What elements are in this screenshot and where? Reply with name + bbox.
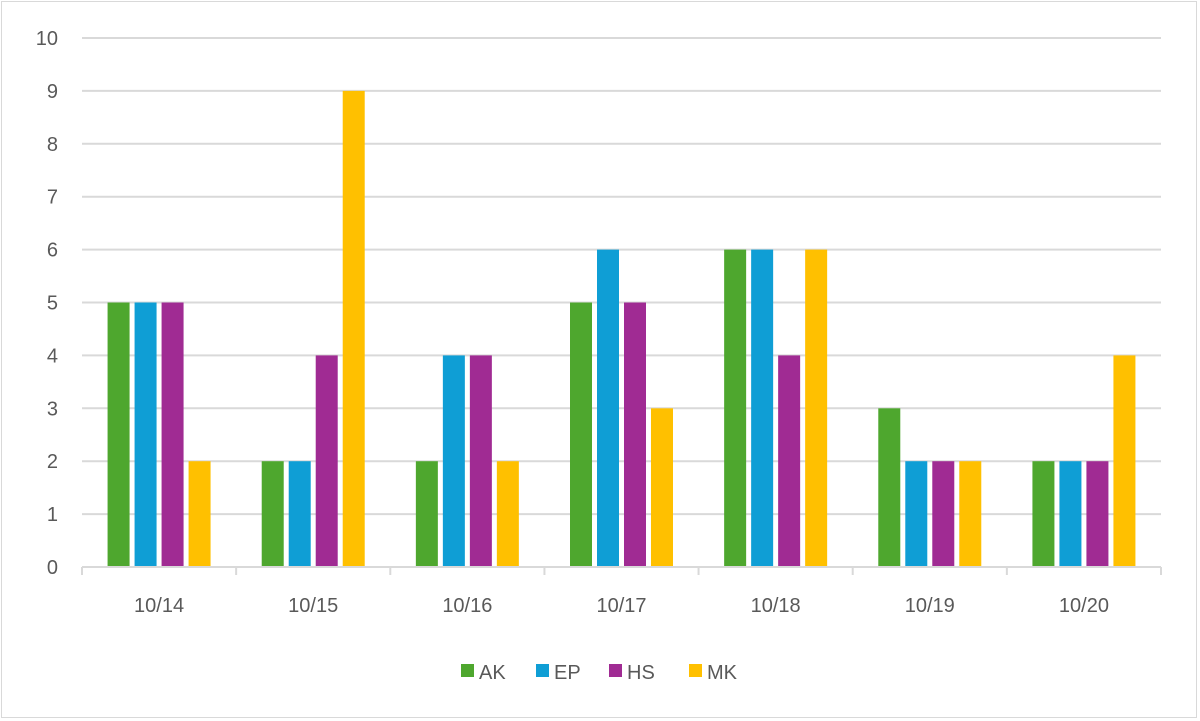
x-tick-label: 10/18 — [751, 595, 801, 617]
legend: AK EP HS MK — [461, 662, 738, 684]
legend-swatch-ak — [461, 664, 474, 677]
bar-ak — [261, 461, 284, 567]
bar-mk — [342, 90, 365, 568]
legend-swatch-mk — [689, 664, 702, 677]
bars — [107, 90, 1136, 568]
legend-label: MK — [707, 662, 738, 684]
bar-ak — [1032, 461, 1055, 567]
x-tick-label: 10/15 — [288, 595, 338, 617]
y-tick-label: 0 — [47, 557, 58, 579]
legend-swatch-ep — [536, 664, 549, 677]
bar-mk — [805, 249, 828, 567]
bar-mk — [496, 461, 519, 567]
bar-ak — [107, 302, 130, 567]
y-tick-label: 7 — [47, 187, 58, 209]
x-axis: 10/14 10/15 10/16 10/17 10/18 10/19 10/20 — [81, 566, 1162, 617]
y-tick-label: 4 — [47, 345, 58, 367]
bar-ep — [442, 355, 465, 567]
x-tick-label: 10/14 — [134, 595, 184, 617]
bar-ak — [724, 249, 747, 567]
legend-label: AK — [479, 662, 506, 684]
bar-hs — [315, 355, 338, 567]
bar-hs — [624, 302, 646, 567]
bar-ep — [134, 302, 157, 567]
legend-label: HS — [627, 662, 655, 684]
gridlines — [82, 37, 1161, 516]
bar-mk — [651, 408, 673, 567]
y-tick-label: 1 — [47, 504, 58, 526]
y-tick-label: 2 — [47, 451, 58, 473]
bar-mk — [188, 461, 211, 567]
y-tick-label: 10 — [36, 28, 58, 50]
bar-hs — [1086, 461, 1109, 567]
legend-label: EP — [554, 662, 581, 684]
bar-ep — [288, 461, 311, 567]
bar-hs — [161, 302, 184, 567]
bar-ep — [751, 249, 774, 567]
bar-ep — [905, 461, 928, 567]
x-tick-label: 10/19 — [905, 595, 955, 617]
bar-hs — [469, 355, 492, 567]
y-tick-label: 3 — [47, 398, 58, 420]
bar-ep — [1059, 461, 1082, 567]
y-tick-label: 6 — [47, 240, 58, 262]
bar-hs — [778, 355, 801, 567]
bar-mk — [959, 461, 982, 567]
y-tick-label: 5 — [47, 293, 58, 315]
x-tick-label: 10/20 — [1059, 595, 1109, 617]
x-tick-label: 10/17 — [596, 595, 646, 617]
bar-ak — [415, 461, 438, 567]
x-tick-label: 10/16 — [442, 595, 492, 617]
bar-mk — [1113, 355, 1136, 567]
y-axis-ticks: 0 1 2 3 4 5 6 7 8 9 10 — [36, 28, 58, 579]
legend-swatch-hs — [609, 664, 622, 677]
y-tick-label: 9 — [47, 81, 58, 103]
bar-ep — [597, 249, 619, 567]
bar-ak — [570, 302, 592, 567]
y-tick-label: 8 — [47, 134, 58, 156]
bar-ak — [878, 408, 901, 567]
bar-hs — [932, 461, 955, 567]
